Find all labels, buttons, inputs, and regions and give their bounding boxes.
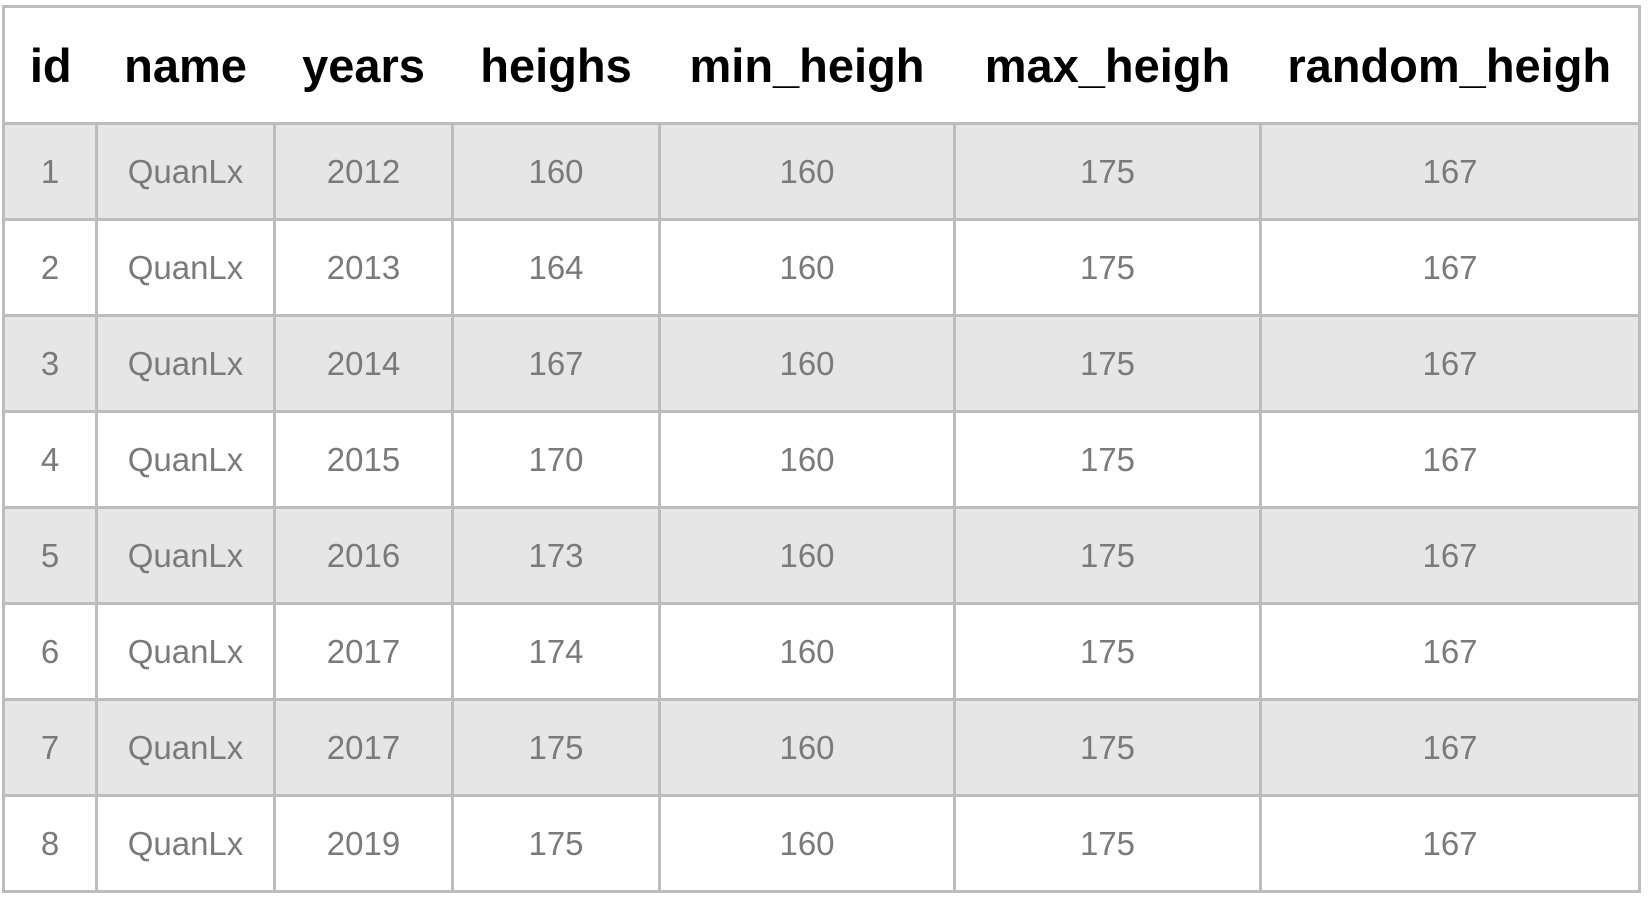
column-header-name: name bbox=[96, 6, 275, 125]
cell-id: 5 bbox=[2, 506, 98, 605]
cell-id: 1 bbox=[2, 122, 98, 221]
cell-random-heigh: 167 bbox=[1259, 410, 1641, 509]
cell-min-heigh: 160 bbox=[658, 794, 956, 893]
cell-max-heigh: 175 bbox=[953, 794, 1262, 893]
cell-random-heigh: 167 bbox=[1259, 698, 1641, 797]
column-header-id: id bbox=[3, 6, 97, 125]
table-row: 3 QuanLx 2014 167 160 175 167 bbox=[2, 314, 1641, 413]
column-header-max-heigh: max_heigh bbox=[954, 6, 1261, 125]
cell-heighs: 170 bbox=[451, 410, 661, 509]
table-row: 8 QuanLx 2019 175 160 175 167 bbox=[2, 794, 1641, 893]
cell-years: 2012 bbox=[273, 122, 454, 221]
column-header-min-heigh: min_heigh bbox=[659, 6, 955, 125]
cell-heighs: 175 bbox=[451, 794, 661, 893]
cell-id: 6 bbox=[2, 602, 98, 701]
cell-random-heigh: 167 bbox=[1259, 794, 1641, 893]
cell-name: QuanLx bbox=[95, 794, 276, 893]
column-header-years: years bbox=[274, 6, 453, 125]
cell-min-heigh: 160 bbox=[658, 314, 956, 413]
cell-max-heigh: 175 bbox=[953, 698, 1262, 797]
table-row: 2 QuanLx 2013 164 160 175 167 bbox=[2, 218, 1641, 317]
cell-name: QuanLx bbox=[95, 602, 276, 701]
cell-name: QuanLx bbox=[95, 218, 276, 317]
cell-heighs: 167 bbox=[451, 314, 661, 413]
cell-name: QuanLx bbox=[95, 698, 276, 797]
cell-id: 4 bbox=[2, 410, 98, 509]
cell-max-heigh: 175 bbox=[953, 506, 1262, 605]
cell-min-heigh: 160 bbox=[658, 122, 956, 221]
cell-name: QuanLx bbox=[95, 506, 276, 605]
column-header-heighs: heighs bbox=[452, 6, 660, 125]
cell-heighs: 175 bbox=[451, 698, 661, 797]
cell-name: QuanLx bbox=[95, 410, 276, 509]
cell-random-heigh: 167 bbox=[1259, 602, 1641, 701]
table-row: 5 QuanLx 2016 173 160 175 167 bbox=[2, 506, 1641, 605]
cell-max-heigh: 175 bbox=[953, 410, 1262, 509]
cell-years: 2013 bbox=[273, 218, 454, 317]
cell-random-heigh: 167 bbox=[1259, 218, 1641, 317]
cell-random-heigh: 167 bbox=[1259, 506, 1641, 605]
cell-random-heigh: 167 bbox=[1259, 122, 1641, 221]
cell-years: 2017 bbox=[273, 698, 454, 797]
cell-min-heigh: 160 bbox=[658, 506, 956, 605]
table-row: 4 QuanLx 2015 170 160 175 167 bbox=[2, 410, 1641, 509]
cell-years: 2019 bbox=[273, 794, 454, 893]
cell-max-heigh: 175 bbox=[953, 602, 1262, 701]
cell-id: 3 bbox=[2, 314, 98, 413]
cell-heighs: 164 bbox=[451, 218, 661, 317]
cell-years: 2015 bbox=[273, 410, 454, 509]
cell-id: 2 bbox=[2, 218, 98, 317]
cell-id: 8 bbox=[2, 794, 98, 893]
cell-heighs: 173 bbox=[451, 506, 661, 605]
cell-min-heigh: 160 bbox=[658, 410, 956, 509]
header-row: id name years heighs min_heigh max_heigh rando… bbox=[3, 6, 1640, 125]
cell-random-heigh: 167 bbox=[1259, 314, 1641, 413]
cell-name: QuanLx bbox=[95, 122, 276, 221]
table-row: 7 QuanLx 2017 175 160 175 167 bbox=[2, 698, 1641, 797]
cell-heighs: 174 bbox=[451, 602, 661, 701]
table-row: 6 QuanLx 2017 174 160 175 167 bbox=[2, 602, 1641, 701]
cell-name: QuanLx bbox=[95, 314, 276, 413]
data-table: id name years heighs min_heigh max_heigh rando… bbox=[2, 5, 1641, 893]
cell-years: 2016 bbox=[273, 506, 454, 605]
column-header-random-heigh: random_heigh bbox=[1260, 6, 1640, 125]
table-row: 1 QuanLx 2012 160 160 175 167 bbox=[2, 122, 1641, 221]
cell-heighs: 160 bbox=[451, 122, 661, 221]
cell-min-heigh: 160 bbox=[658, 602, 956, 701]
cell-years: 2017 bbox=[273, 602, 454, 701]
cell-min-heigh: 160 bbox=[658, 218, 956, 317]
cell-min-heigh: 160 bbox=[658, 698, 956, 797]
cell-id: 7 bbox=[2, 698, 98, 797]
cell-max-heigh: 175 bbox=[953, 218, 1262, 317]
cell-max-heigh: 175 bbox=[953, 122, 1262, 221]
cell-years: 2014 bbox=[273, 314, 454, 413]
cell-max-heigh: 175 bbox=[953, 314, 1262, 413]
